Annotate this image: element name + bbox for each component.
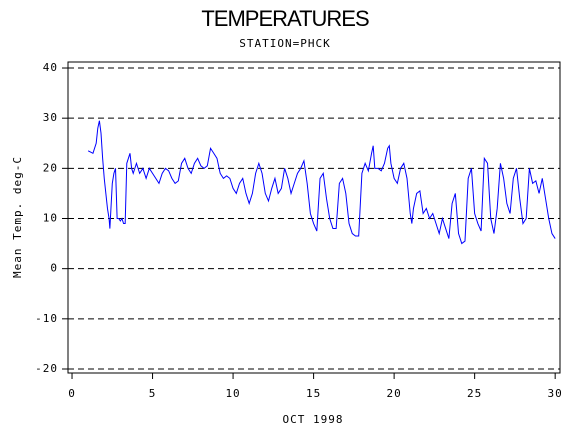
x-tick-label: 0 bbox=[68, 387, 76, 400]
y-axis-label: Mean Temp. deg-C bbox=[11, 156, 24, 278]
chart-subtitle: STATION=PHCK bbox=[239, 37, 330, 50]
y-tick-label: -20 bbox=[35, 362, 58, 375]
x-tick-label: 10 bbox=[225, 387, 240, 400]
chart-title: TEMPERATURES bbox=[201, 6, 369, 31]
y-tick-label: 20 bbox=[43, 161, 58, 174]
plot-frame bbox=[67, 61, 561, 374]
x-tick-label: 25 bbox=[467, 387, 482, 400]
y-tick-label: -10 bbox=[35, 312, 58, 325]
y-tick-label: 30 bbox=[43, 111, 58, 124]
y-tick-label: 40 bbox=[43, 61, 58, 74]
x-tick-label: 5 bbox=[149, 387, 157, 400]
temperature-line bbox=[87, 120, 556, 245]
y-tick-label: 0 bbox=[50, 262, 58, 275]
x-axis-label: OCT 1998 bbox=[283, 413, 344, 426]
x-tick-label: 20 bbox=[386, 387, 401, 400]
x-tick-label: 30 bbox=[548, 387, 563, 400]
y-tick-label: 10 bbox=[43, 212, 58, 225]
x-tick-label: 15 bbox=[306, 387, 321, 400]
